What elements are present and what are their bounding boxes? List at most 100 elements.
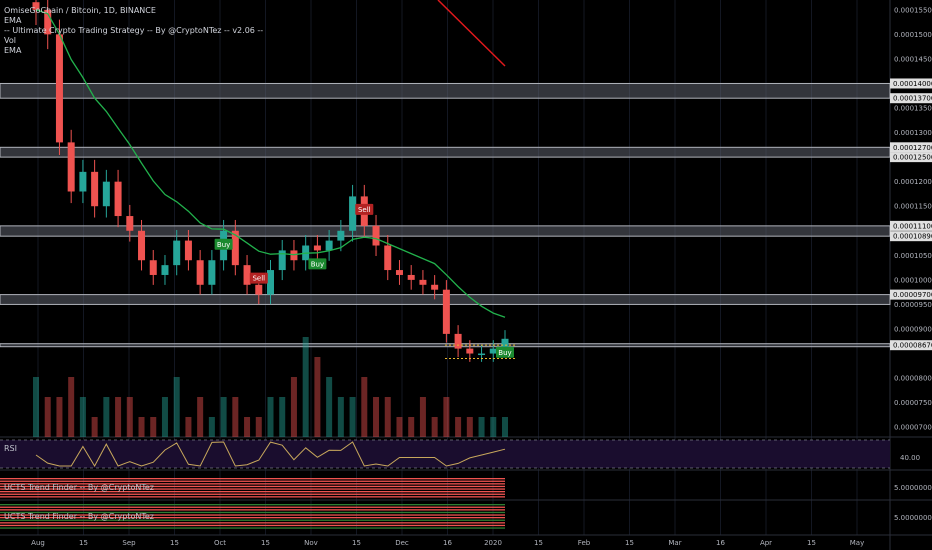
volume-bars <box>33 337 508 437</box>
time-axis-label: 16 <box>716 539 725 547</box>
candle-body <box>32 2 40 10</box>
symbol-line[interactable]: OmiseGoChain / Bitcoin, 1D, BINANCE <box>4 6 156 15</box>
candle-body <box>161 265 169 275</box>
candle-body <box>325 240 333 251</box>
price-axis-label: 0.00012700 <box>893 144 932 152</box>
trend-1-stripe <box>0 485 505 488</box>
price-axis-highlight <box>890 340 932 351</box>
volume-bar <box>279 397 286 437</box>
time-axis[interactable]: Aug 15 Sep 15 Oct 15 Nov 15 Dec 16 2020 15 Feb 15 Mar 1… <box>31 539 864 547</box>
candle-body <box>173 240 181 266</box>
trend-2-stripe <box>0 511 505 514</box>
price-axis-highlight <box>890 220 932 231</box>
volume-bar <box>44 397 51 437</box>
time-axis-label: Apr <box>760 539 772 547</box>
price-axis-label: 0.00013700 <box>893 95 932 103</box>
candle-body <box>55 34 63 143</box>
price-axis-label: 0.00012500 <box>893 154 932 162</box>
signal-label: Sell <box>252 275 265 283</box>
rsi-band <box>0 440 890 468</box>
support-resistance-zone <box>0 146 891 158</box>
volume-bar <box>384 397 391 437</box>
volume-bar <box>302 337 309 437</box>
trend-1-axis-label: 5.00000000 <box>894 484 932 492</box>
study-vol-label: Vol <box>4 36 16 45</box>
trend-1-stripe <box>0 480 505 482</box>
trend-2-stripe <box>0 517 505 519</box>
candle-body <box>407 274 415 280</box>
candle-body <box>454 333 462 349</box>
price-axis-label: 0.00010890 <box>893 233 932 241</box>
signal-label: Sell <box>358 206 371 214</box>
candle-body <box>67 142 75 192</box>
support-resistance-zone <box>0 225 891 237</box>
volume-bar <box>126 397 133 437</box>
time-axis-label: 15 <box>170 539 179 547</box>
sell-signal-badge <box>249 272 268 284</box>
trend-1-stripe <box>0 493 505 495</box>
study-vol[interactable]: Vol <box>4 36 16 46</box>
time-axis-label: Sep <box>122 539 136 547</box>
candle-body <box>44 9 52 35</box>
rsi-line <box>35 441 506 468</box>
candle-body <box>79 171 87 192</box>
volume-bar <box>208 417 215 437</box>
support-resistance-zone <box>0 82 891 99</box>
time-axis-label: Oct <box>214 539 226 547</box>
buy-signal-badge <box>214 238 233 250</box>
time-axis-label: 15 <box>79 539 88 547</box>
price-axis-label: 0.00014000 <box>893 80 932 88</box>
time-axis-label: Mar <box>668 539 681 547</box>
study-ucts[interactable]: -- Ultimate Crypto Trading Strategy -- B… <box>4 26 263 36</box>
price-axis-highlight <box>890 289 932 300</box>
candle-body <box>255 284 263 295</box>
volume-bar <box>138 417 145 437</box>
volume-bar <box>290 377 297 437</box>
rsi-title[interactable]: RSI <box>4 444 17 453</box>
price-axis-label: 0.00011100 <box>893 222 932 230</box>
candle-body <box>149 260 157 275</box>
volume-bar <box>314 357 321 437</box>
price-axis-highlight <box>890 93 932 104</box>
trend-1-stripe <box>0 488 505 490</box>
candle-body <box>478 353 486 356</box>
volume-bar <box>502 417 508 437</box>
candle-body <box>231 230 239 266</box>
trend-2-title[interactable]: UCTS Trend Finder -- By @CryptoNTez <box>4 512 154 521</box>
candle-body <box>501 338 509 349</box>
time-axis-label: 15 <box>807 539 816 547</box>
volume-bar <box>150 417 157 437</box>
ema-lines <box>35 0 506 318</box>
trend-1-title[interactable]: UCTS Trend Finder -- By @CryptoNTez <box>4 483 154 492</box>
time-axis-label: Dec <box>395 539 409 547</box>
trend-2-stripe <box>0 522 505 524</box>
candles <box>32 0 509 362</box>
candle-body <box>102 181 110 207</box>
buy-signal-badge <box>496 346 514 358</box>
trend-2-axis-label: 5.00000000 <box>894 514 932 522</box>
time-axis-label: Nov <box>304 539 318 547</box>
price-axis-highlight <box>890 152 932 163</box>
candle-body <box>313 245 321 251</box>
ema-slow-line <box>437 0 506 67</box>
study-ema-1[interactable]: EMA <box>4 16 21 26</box>
trend-2-stripe <box>0 524 505 527</box>
buy-signal-badge <box>308 258 327 270</box>
volume-bar <box>197 397 204 437</box>
volume-bar <box>103 397 110 437</box>
volume-bar <box>173 377 180 437</box>
rsi-pane <box>0 439 890 469</box>
signals: Buy Sell Buy Sell Buy <box>214 203 515 359</box>
study-ema-2[interactable]: EMA <box>4 46 21 56</box>
time-axis-label: 15 <box>625 539 634 547</box>
price-axis-label: 0.00007000 <box>894 424 932 432</box>
volume-bar <box>337 397 344 437</box>
time-axis-label: 16 <box>443 539 452 547</box>
volume-bar <box>431 417 438 437</box>
